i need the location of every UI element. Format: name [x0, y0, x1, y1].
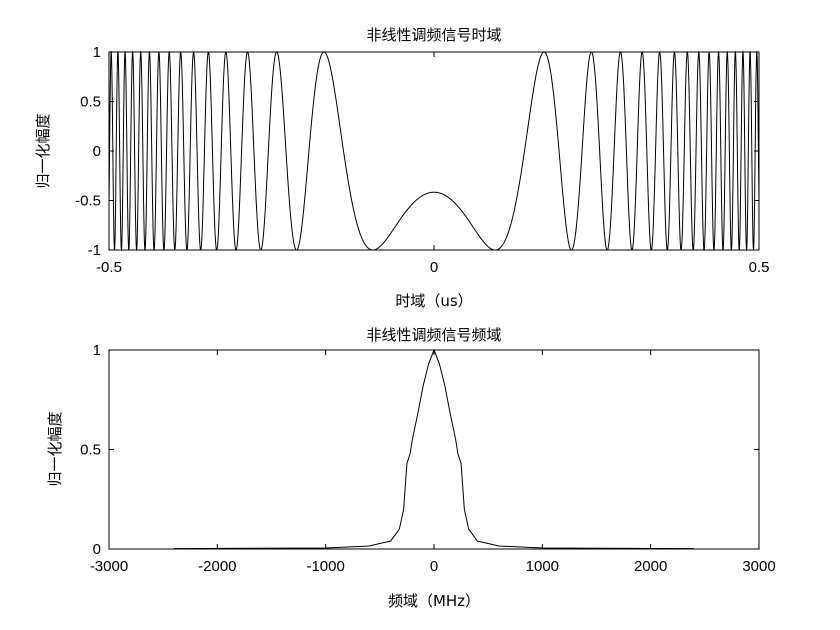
freq-ytick-label: 1: [93, 342, 101, 359]
time-plot-title: 非线性调频信号时域: [366, 26, 501, 44]
freq-ytick-label: 0.5: [80, 442, 101, 459]
time-plot-curve: [108, 50, 760, 252]
time-ytick-label: -1: [88, 242, 101, 259]
freq-xtick-label: -3000: [90, 558, 128, 575]
time-plot-ticks: -0.5 0 0.5-1-0.500.51: [75, 44, 769, 276]
freq-plot-title: 非线性调频信号频域: [366, 326, 501, 344]
time-ytick-label: 0.5: [80, 94, 101, 111]
time-domain-plot: 非线性调频信号时域 -0.5 0 0.5-1-0.500.51 时域（us） 归一化…: [34, 26, 769, 310]
freq-plot-ticks: -3000 -2000 -1000 0 1000 2000 3000 0 0.5 1: [80, 342, 776, 575]
frequency-domain-plot: 非线性调频信号频域 -3000 -2000 -1000 0 1000 2000 3000 0 0…: [46, 326, 776, 610]
freq-plot-ylabel: 归一化幅度: [46, 411, 64, 486]
time-xtick-label: 0: [430, 259, 438, 276]
freq-xtick-label: 1000: [526, 558, 559, 575]
time-ytick-label: 0: [93, 143, 101, 160]
freq-xtick-label: 0: [430, 558, 438, 575]
freq-xtick-label: -1000: [306, 558, 344, 575]
time-plot-ylabel: 归一化幅度: [34, 113, 52, 188]
freq-xtick-label: 2000: [634, 558, 667, 575]
time-signal-line: [108, 50, 760, 252]
freq-plot-frame: [108, 349, 760, 550]
spectrum-line: [173, 348, 695, 550]
time-plot-xlabel: 时域（us）: [395, 292, 472, 310]
time-xtick-label: 0.5: [749, 259, 770, 276]
freq-ytick-label: 0: [93, 541, 101, 558]
freq-xtick-label: 3000: [742, 558, 775, 575]
freq-plot-xlabel: 频域（MHz）: [388, 592, 480, 610]
time-ytick-label: 1: [93, 44, 101, 61]
time-ytick-label: -0.5: [75, 193, 101, 210]
freq-plot-curve: [173, 348, 695, 550]
time-xtick-label: -0.5: [96, 259, 122, 276]
freq-xtick-label: -2000: [198, 558, 236, 575]
